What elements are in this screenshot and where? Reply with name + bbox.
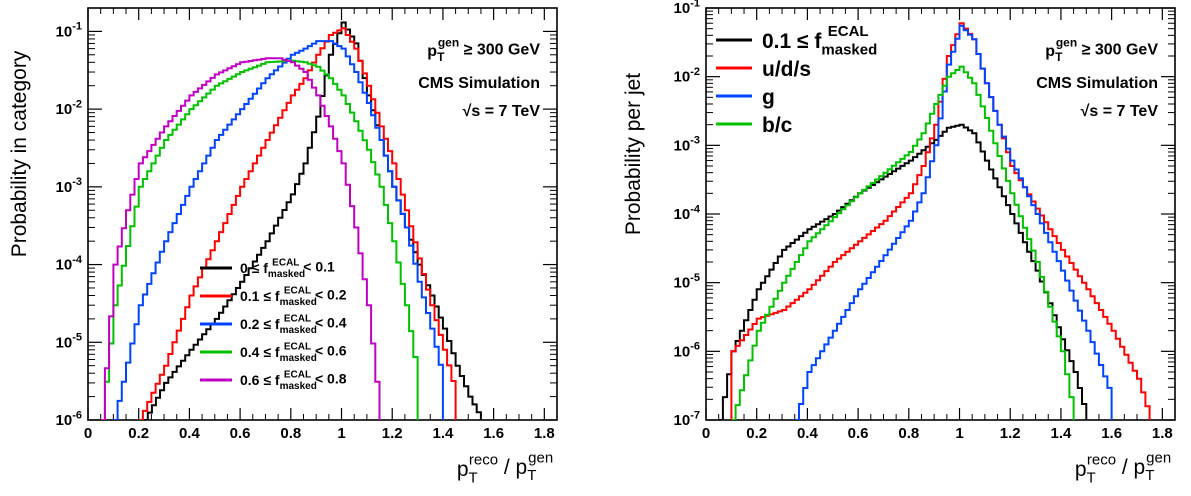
legend-label-2: 0.1 ≤ fmaskedECAL < 0.2 bbox=[240, 285, 347, 308]
x-tick-label: 0 bbox=[702, 425, 710, 442]
legend-label-3: 0.2 ≤ fmaskedECAL < 0.4 bbox=[240, 313, 347, 336]
x-tick-label: 0.6 bbox=[848, 425, 869, 442]
legend-label-5: 0.6 ≤ fmaskedECAL < 0.8 bbox=[240, 369, 347, 392]
annotation-3: √s = 7 TeV bbox=[463, 103, 541, 120]
x-tick-label: 0.2 bbox=[128, 425, 149, 442]
y-tick-label: 10-2 bbox=[56, 98, 82, 118]
y-tick-label: 10-3 bbox=[56, 176, 82, 196]
x-axis-label: pTreco / pTgen bbox=[1075, 449, 1171, 486]
plot-frame bbox=[87, 7, 558, 421]
series-line-3 bbox=[794, 24, 1113, 420]
series-line-1 bbox=[718, 123, 1088, 420]
y-tick-label: 10-5 bbox=[56, 332, 82, 352]
x-tick-label: 0.6 bbox=[230, 425, 251, 442]
x-tick-label: 1.4 bbox=[1050, 425, 1072, 442]
series-line-5 bbox=[100, 57, 381, 420]
x-tick-label: 1 bbox=[955, 425, 963, 442]
y-tick-label: 10-6 bbox=[674, 341, 700, 361]
x-tick-label: 1.6 bbox=[483, 425, 504, 442]
x-tick-label: 0 bbox=[84, 425, 92, 442]
y-tick-label: 10-4 bbox=[674, 203, 701, 223]
x-tick-label: 0.4 bbox=[797, 425, 819, 442]
x-tick-label: 1.4 bbox=[432, 425, 454, 442]
series-line-3 bbox=[113, 40, 444, 420]
legend-label-1: 0 ≤ fmaskedECAL < 0.1 bbox=[240, 257, 335, 280]
y-axis-label: Probability in category bbox=[8, 50, 31, 257]
annotation-2: CMS Simulation bbox=[1036, 75, 1158, 92]
x-tick-label: 1.2 bbox=[382, 425, 403, 442]
x-tick-label: 1.8 bbox=[534, 425, 555, 442]
x-axis-label: pTreco / pTgen bbox=[457, 449, 553, 486]
legend-label-4: 0.4 ≤ fmaskedECAL < 0.6 bbox=[240, 341, 347, 364]
annotation-1: pTgen ≥ 300 GeV bbox=[427, 36, 540, 64]
x-tick-label: 1.2 bbox=[1000, 425, 1021, 442]
series-line-2 bbox=[138, 27, 457, 420]
y-axis-label: Probability per jet bbox=[622, 73, 645, 235]
legend-label-3: g bbox=[762, 86, 775, 109]
legend-label-2: u/d/s bbox=[762, 58, 811, 81]
y-tick-label: 10-7 bbox=[674, 409, 700, 429]
x-tick-label: 1.6 bbox=[1101, 425, 1122, 442]
x-tick-label: 0.8 bbox=[898, 425, 919, 442]
series-line-4 bbox=[100, 59, 419, 420]
chart-panel-2: 0 0.2 0.4 0.6 0.8 1 1.2 1.4 1.6 1.8 10-7 10-6 10-5 10… bbox=[622, 0, 1176, 486]
x-tick-label: 1 bbox=[337, 425, 345, 442]
annotation-2: CMS Simulation bbox=[418, 75, 540, 92]
series-line-2 bbox=[730, 22, 1151, 420]
x-tick-label: 1.8 bbox=[1152, 425, 1173, 442]
y-tick-label: 10-3 bbox=[674, 135, 700, 155]
x-tick-label: 0.8 bbox=[280, 425, 301, 442]
annotation-3: √s = 7 TeV bbox=[1081, 103, 1159, 120]
annotation-1: pTgen ≥ 300 GeV bbox=[1045, 36, 1158, 64]
y-tick-label: 10-4 bbox=[56, 254, 83, 274]
y-tick-label: 10-2 bbox=[674, 66, 700, 86]
x-tick-label: 0.2 bbox=[746, 425, 767, 442]
chart-panel-1: 0 0.2 0.4 0.6 0.8 1 1.2 1.4 1.6 1.8 10-6 10-5 10-4 10… bbox=[8, 7, 558, 486]
legend-label-1: 0.1 ≤ fmaskedECAL bbox=[762, 23, 877, 59]
y-tick-label: 10-1 bbox=[56, 21, 82, 41]
legend-label-4: b/c bbox=[762, 114, 793, 137]
y-tick-label: 10-5 bbox=[674, 272, 700, 292]
x-tick-label: 0.4 bbox=[179, 425, 201, 442]
y-tick-label: 10-6 bbox=[56, 409, 82, 429]
series-line-4 bbox=[731, 65, 1075, 420]
y-tick-label: 10-1 bbox=[674, 0, 700, 17]
